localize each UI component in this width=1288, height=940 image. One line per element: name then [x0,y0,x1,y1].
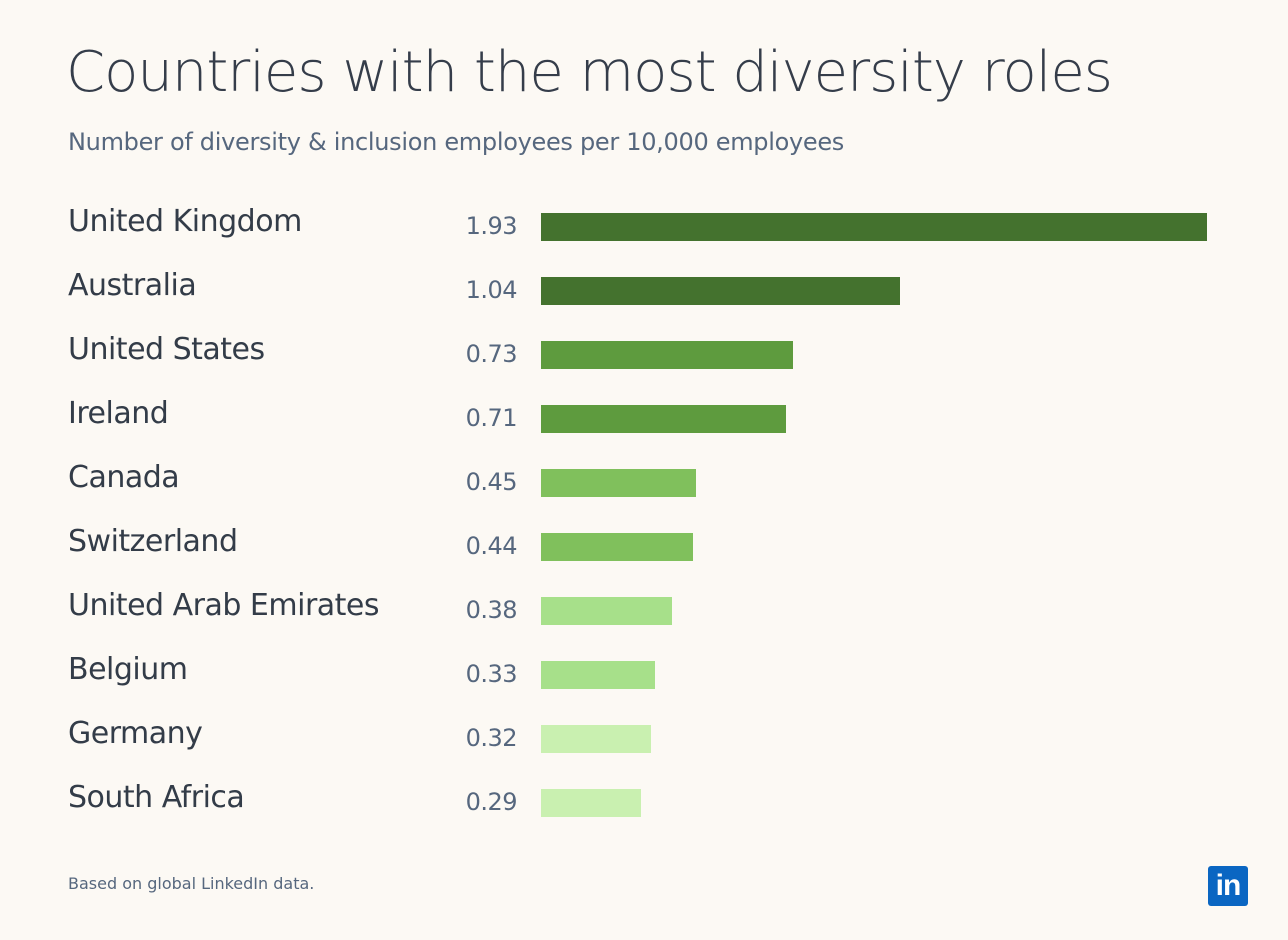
value-label: 0.71 [465,404,518,432]
value-label: 1.04 [465,276,518,304]
value-label: 0.32 [465,724,518,752]
bar [541,789,642,817]
value-label: 0.29 [465,788,518,816]
category-label: Ireland [68,396,169,431]
bar [541,597,673,625]
value-label: 0.33 [465,660,518,688]
bar [541,341,793,369]
category-label: Canada [68,460,180,495]
bar [541,405,786,433]
category-label: United States [68,332,265,367]
bar [541,533,693,561]
value-label: 0.44 [465,532,518,560]
footnote: Based on global LinkedIn data. [68,874,315,893]
category-label: United Arab Emirates [68,588,380,623]
value-label: 0.73 [465,340,518,368]
value-label: 0.38 [465,596,518,624]
chart-subtitle: Number of diversity & inclusion employee… [68,128,845,156]
bar [541,469,697,497]
category-label: Switzerland [68,524,238,559]
category-label: United Kingdom [68,204,302,239]
bar [541,725,652,753]
category-label: Germany [68,716,203,751]
bar [541,277,900,305]
value-label: 1.93 [465,212,518,240]
bar [541,661,655,689]
value-label: 0.45 [465,468,518,496]
linkedin-logo-icon: in [1208,866,1248,906]
chart-title: Countries with the most diversity roles [66,40,1113,105]
category-label: South Africa [68,780,245,815]
bar [541,213,1207,241]
category-label: Australia [68,268,197,303]
category-label: Belgium [68,652,188,687]
